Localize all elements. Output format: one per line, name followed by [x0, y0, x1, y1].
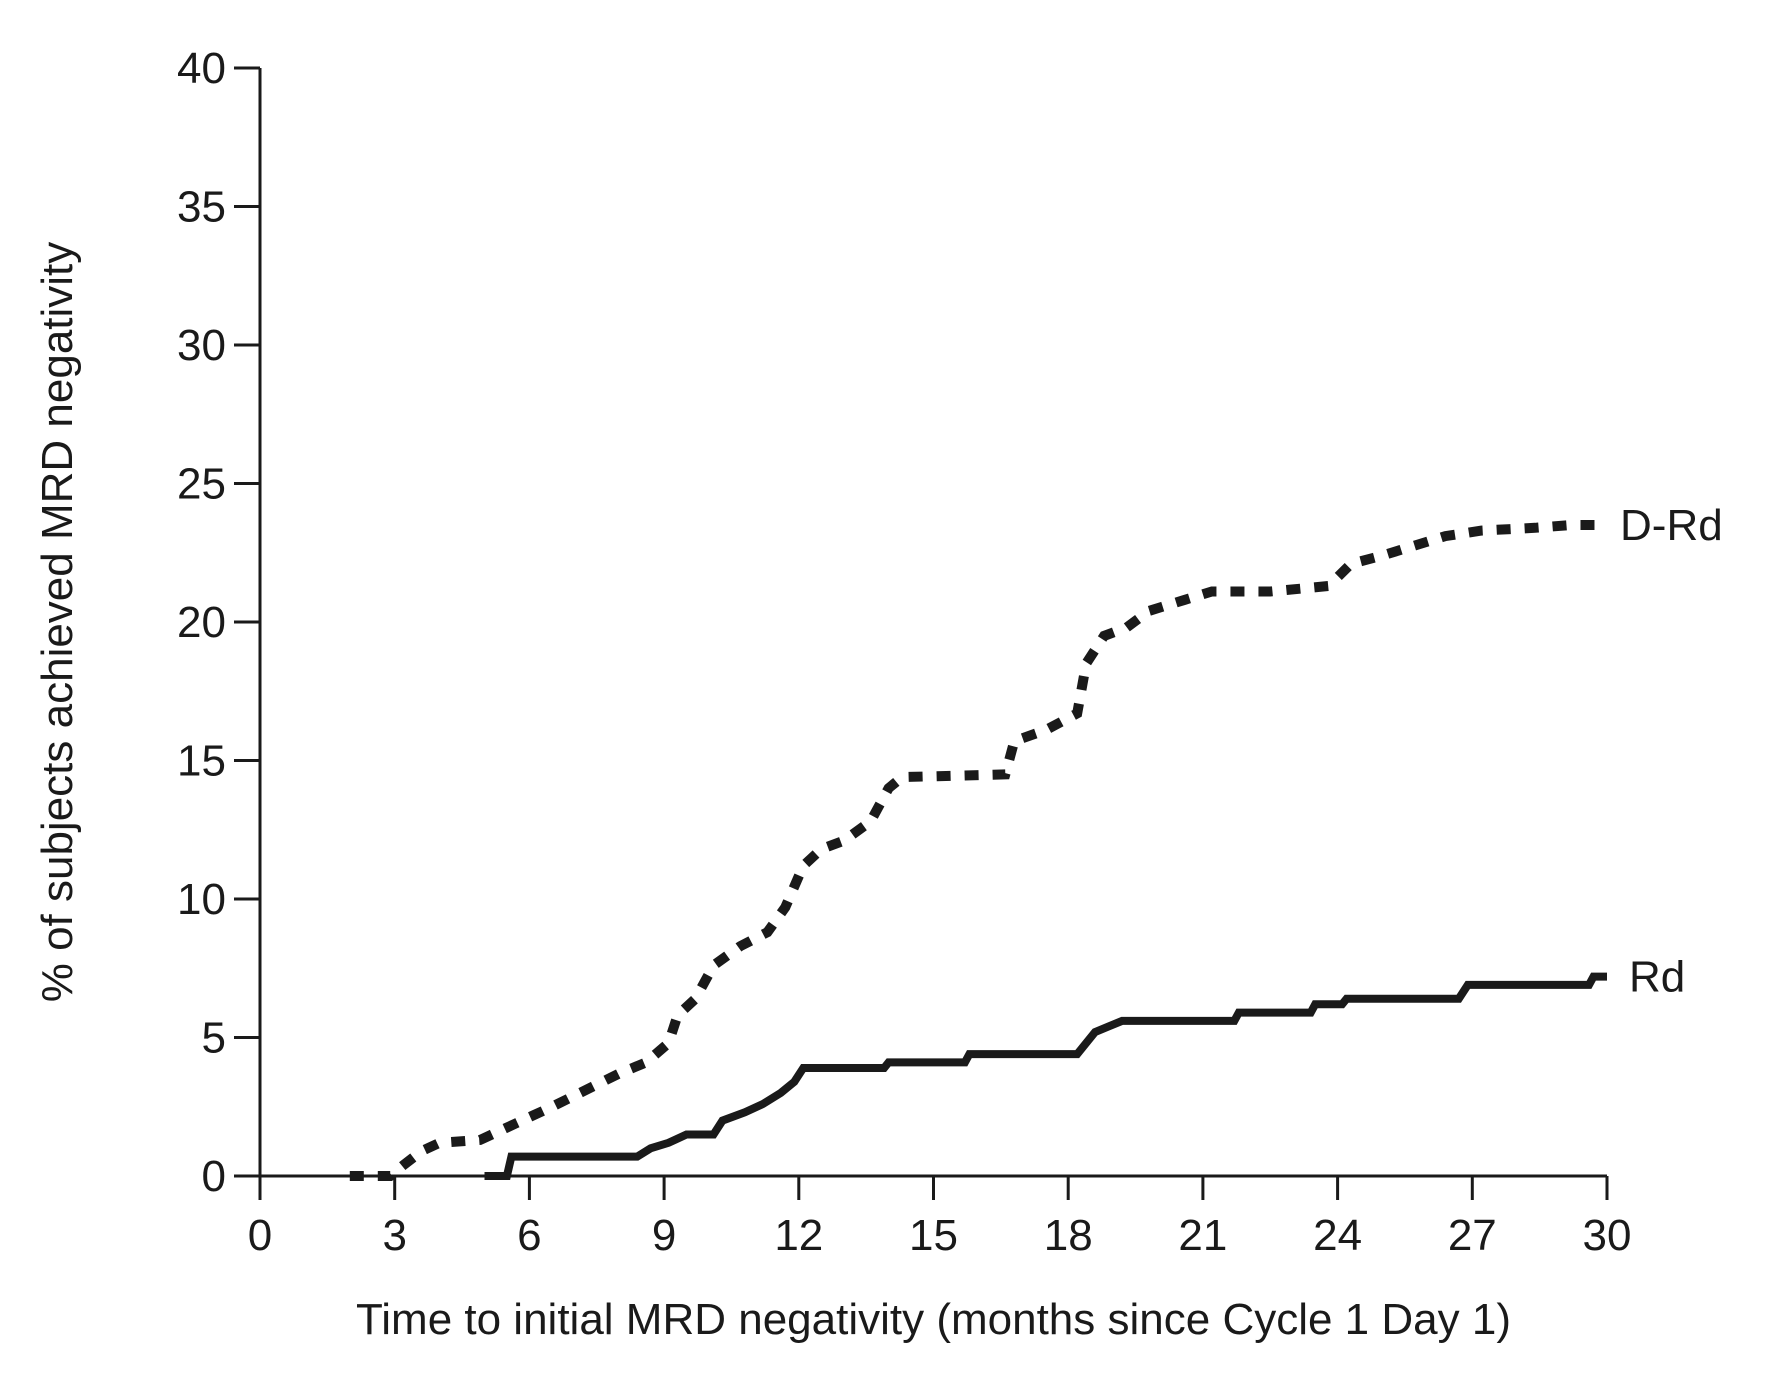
x-tick-label: 0 — [248, 1211, 272, 1260]
x-tick-label: 12 — [774, 1211, 823, 1260]
y-tick-label: 40 — [177, 44, 226, 93]
x-tick-label: 15 — [909, 1211, 958, 1260]
y-axis-ticks: 0 5 10 15 20 25 30 35 40 — [177, 44, 260, 1201]
series-label-d-rd: D-Rd — [1620, 501, 1723, 550]
series-line-rd — [484, 972, 1607, 1180]
x-tick-label: 24 — [1313, 1211, 1362, 1260]
x-tick-label: 6 — [517, 1211, 541, 1260]
y-tick-label: 10 — [177, 875, 226, 924]
x-tick-label: 18 — [1044, 1211, 1093, 1260]
series-line-d-rd — [349, 520, 1598, 1181]
y-tick-label: 30 — [177, 321, 226, 370]
x-tick-label: 27 — [1448, 1211, 1497, 1260]
series-label-rd: Rd — [1629, 953, 1685, 1002]
x-axis-ticks: 0 3 6 9 12 15 18 21 24 27 30 — [248, 1176, 1632, 1260]
y-tick-label: 5 — [202, 1014, 226, 1063]
y-tick-label: 20 — [177, 598, 226, 647]
y-tick-label: 25 — [177, 460, 226, 509]
x-axis-title: Time to initial MRD negativity (months s… — [356, 1295, 1511, 1344]
y-tick-label: 0 — [202, 1152, 226, 1201]
y-axis-title: % of subjects achieved MRD negativity — [33, 242, 82, 1003]
x-tick-label: 3 — [382, 1211, 406, 1260]
series-layer: D-Rd Rd — [349, 501, 1723, 1181]
x-tick-label: 30 — [1583, 1211, 1632, 1260]
y-tick-label: 15 — [177, 737, 226, 786]
x-tick-label: 9 — [652, 1211, 676, 1260]
y-tick-label: 35 — [177, 183, 226, 232]
x-tick-label: 21 — [1178, 1211, 1227, 1260]
